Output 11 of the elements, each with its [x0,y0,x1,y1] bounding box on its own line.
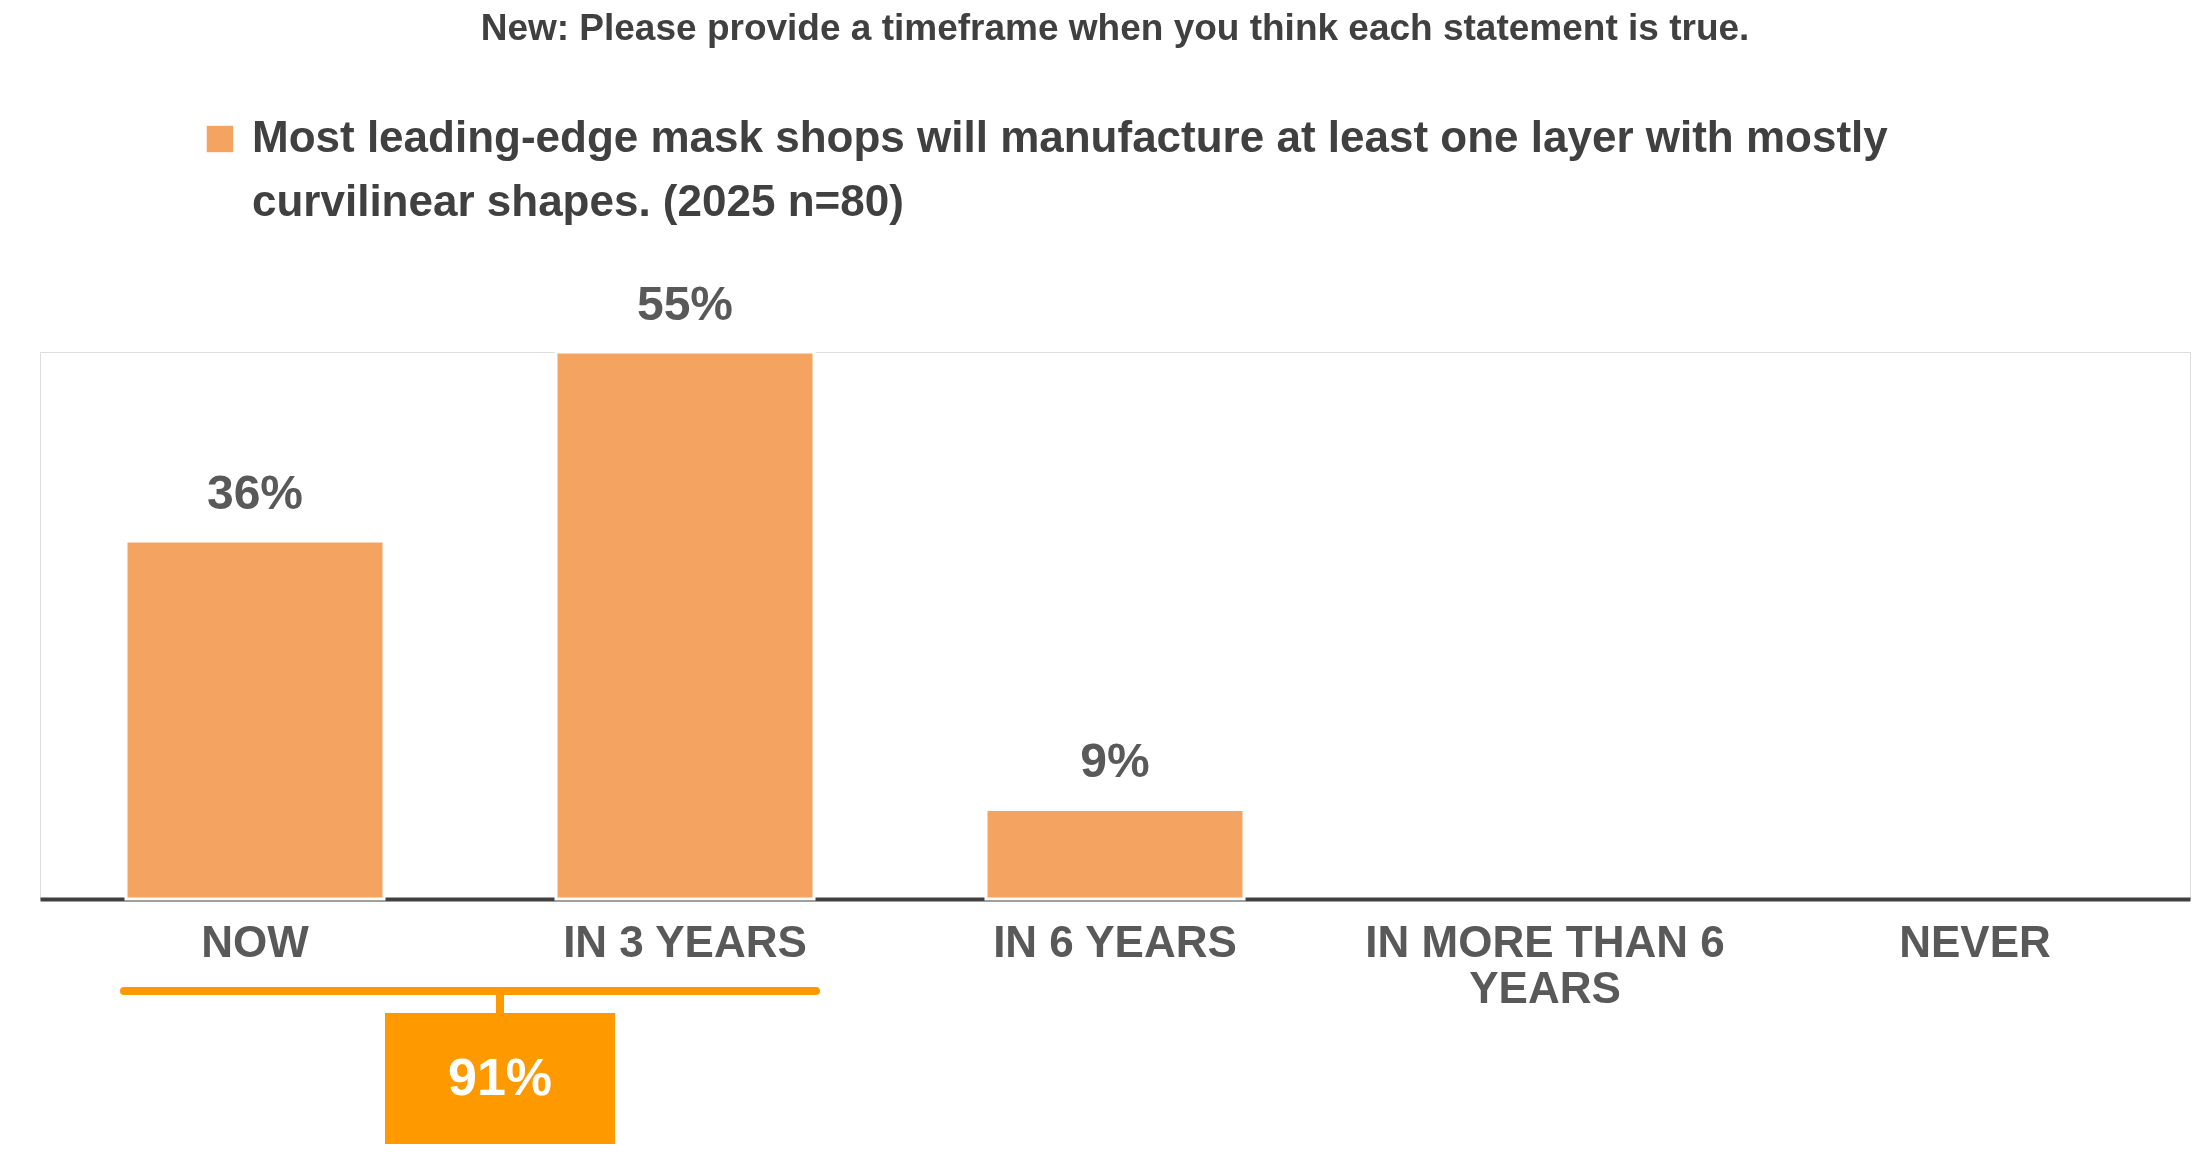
data-label: 55% [636,277,734,330]
x-tick-label: IN MORE THAN 6 YEARS [1365,916,1725,1012]
chart-title: New: Please provide a timeframe when you think each statement is true. [480,7,1750,48]
legend-label: Most leading-edge mask shops will manufacture at least one layer with mostly curvilinear shapes. (2025 n=80) [252,112,1889,225]
x-tick-label: IN 3 YEARS [563,916,807,966]
x-tick-label: NOW [201,916,310,966]
x-tick-label: NEVER [1899,916,2051,966]
data-label: 9% [1080,734,1150,788]
text: 91% [447,1047,553,1106]
x-tick-label: IN 6 YEARS [993,916,1237,966]
data-label: 36% [206,465,304,519]
